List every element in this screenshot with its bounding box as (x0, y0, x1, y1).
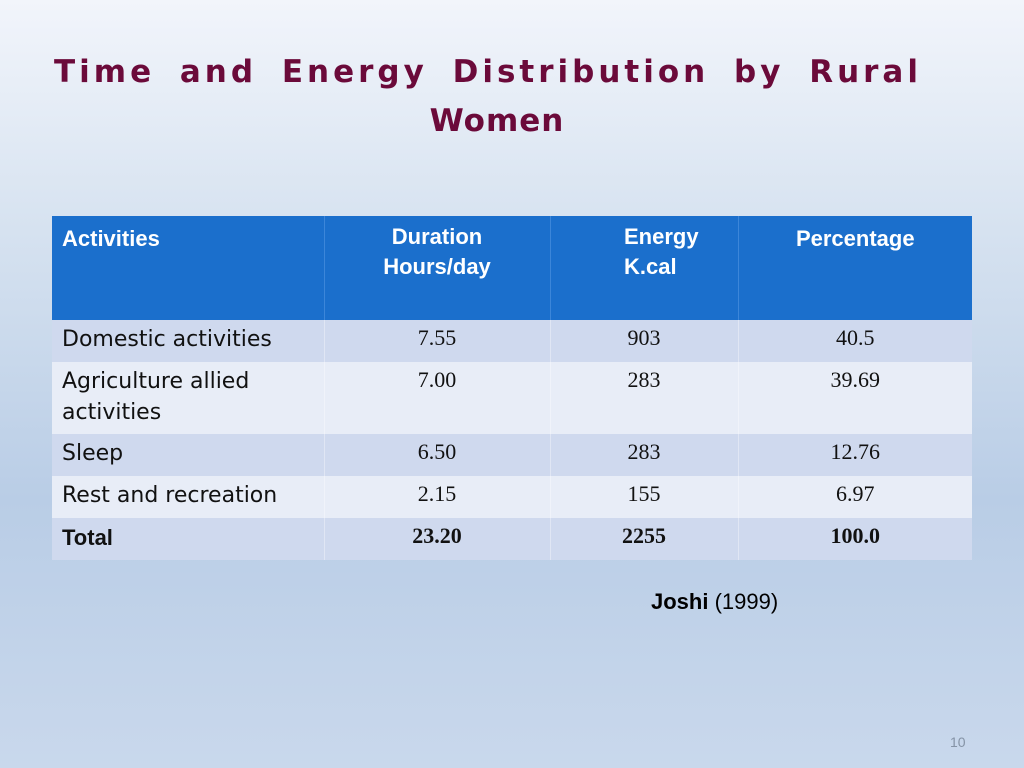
page-number: 10 (950, 734, 966, 750)
duration-cell: 7.55 (324, 320, 551, 362)
activity-cell: Sleep (52, 434, 325, 476)
table-row: Sleep 6.50 283 12.76 (52, 434, 972, 476)
percentage-cell: 6.97 (738, 476, 972, 518)
total-label: Total (52, 518, 325, 560)
percentage-cell: 40.5 (738, 320, 972, 362)
source-year: (1999) (714, 589, 779, 614)
source-citation: Joshi (1999) (651, 589, 778, 615)
header-activities: Activities (52, 216, 325, 320)
header-duration-unit: Hours/day (383, 254, 491, 279)
duration-cell: 6.50 (324, 434, 551, 476)
table-row: Rest and recreation 2.15 155 6.97 (52, 476, 972, 518)
slide-title: Time and Energy Distribution by Rural Wo… (40, 48, 984, 146)
slide-title-line-1: Time and Energy Distribution by Rural (54, 54, 922, 90)
header-percentage: Percentage (738, 216, 972, 320)
percentage-cell: 39.69 (738, 362, 972, 434)
table-row: Domestic activities 7.55 903 40.5 (52, 320, 972, 362)
activity-cell: Agriculture allied activities (52, 362, 325, 434)
table-row: Agriculture allied activities 7.00 283 3… (52, 362, 972, 434)
total-percentage: 100.0 (738, 518, 972, 560)
energy-cell: 283 (550, 434, 739, 476)
duration-cell: 7.00 (324, 362, 551, 434)
distribution-table: Activities Duration Hours/day Energy K.c… (52, 216, 972, 560)
percentage-cell: 12.76 (738, 434, 972, 476)
header-duration-label: Duration (391, 224, 483, 249)
total-energy: 2255 (550, 518, 739, 560)
total-row: Total 23.20 2255 100.0 (52, 518, 972, 560)
energy-cell: 903 (550, 320, 739, 362)
energy-cell: 283 (550, 362, 739, 434)
activity-cell: Rest and recreation (52, 476, 325, 518)
header-duration: Duration Hours/day (324, 216, 551, 320)
duration-cell: 2.15 (324, 476, 551, 518)
header-energy-unit: K.cal (624, 254, 677, 279)
slide-title-line-2: Women (429, 103, 565, 139)
table-header-row: Activities Duration Hours/day Energy K.c… (52, 216, 972, 320)
header-energy: Energy K.cal (550, 216, 739, 320)
source-author: Joshi (651, 589, 709, 614)
activity-cell: Domestic activities (52, 320, 325, 362)
header-energy-label: Energy (624, 224, 699, 249)
total-duration: 23.20 (324, 518, 551, 560)
energy-cell: 155 (550, 476, 739, 518)
